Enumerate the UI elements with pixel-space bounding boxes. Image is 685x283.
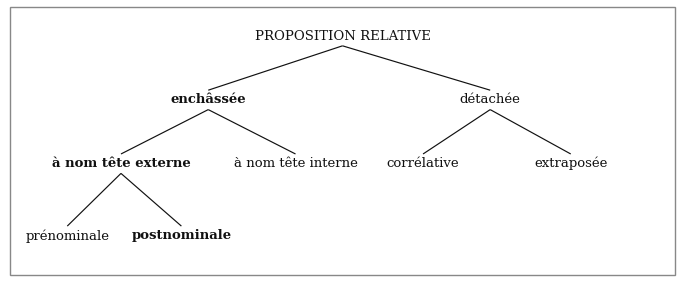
Text: prénominale: prénominale xyxy=(25,229,110,243)
Text: postnominale: postnominale xyxy=(132,229,232,242)
Text: PROPOSITION RELATIVE: PROPOSITION RELATIVE xyxy=(255,30,430,43)
Text: enchâssée: enchâssée xyxy=(171,93,246,106)
Text: détachée: détachée xyxy=(460,93,521,106)
Text: à nom tête interne: à nom tête interne xyxy=(234,157,358,170)
Text: corrélative: corrélative xyxy=(387,157,460,170)
Text: à nom tête externe: à nom tête externe xyxy=(51,157,190,170)
Text: extraposée: extraposée xyxy=(534,157,608,170)
